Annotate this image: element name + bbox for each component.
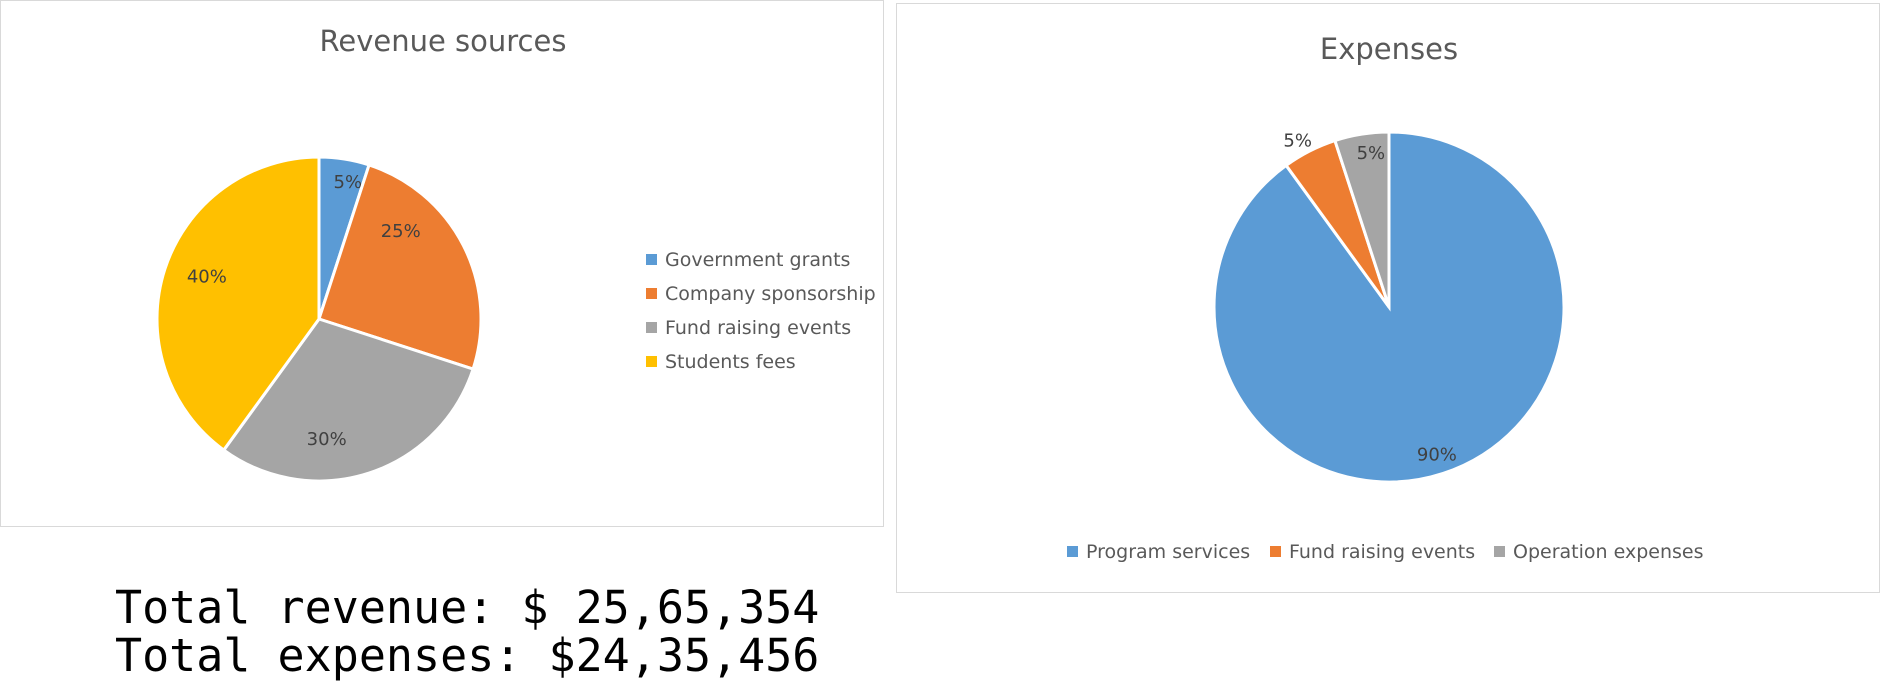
pie-slice-operation-expenses — [1333, 130, 1391, 308]
legend-swatch-students-fees — [646, 356, 657, 367]
data-label-fund-raising-events: 5% — [1283, 130, 1312, 151]
expenses-chart-panel: Expenses 90% 5% 5% Program services Fund rai… — [896, 3, 1880, 593]
data-label-fund-raising-events: 30% — [307, 429, 347, 450]
legend-label-fund-raising-events: Fund raising events — [1289, 541, 1475, 563]
data-label-students-fees: 40% — [187, 266, 227, 287]
legend-label-fund-raising-events: Fund raising events — [665, 317, 851, 339]
legend-swatch-fund-raising-events — [646, 322, 657, 333]
legend-swatch-fund-raising-events — [1270, 546, 1281, 557]
legend-label-government-grants: Government grants — [665, 249, 850, 271]
data-label-program-services: 90% — [1417, 444, 1457, 465]
expenses-chart-title: Expenses — [1320, 32, 1458, 66]
pie-slice-company-sponsorship — [317, 163, 483, 371]
pie-slice-fund-raising-events — [221, 317, 475, 483]
legend-label-company-sponsorship: Company sponsorship — [665, 283, 876, 305]
totals-block: Total revenue: $ 25,65,354 Total expense… — [115, 584, 819, 680]
legend-swatch-operation-expenses — [1494, 546, 1505, 557]
legend-label-students-fees: Students fees — [665, 351, 796, 373]
revenue-pie-chart: Revenue sources 5% 25% 30% 40% Government gr… — [155, 24, 876, 483]
expenses-pie-chart: Expenses 90% 5% 5% Program services Fund rai… — [1067, 32, 1703, 563]
revenue-chart-panel: Revenue sources 5% 25% 30% 40% Government gr… — [0, 0, 884, 527]
pie-slice-students-fees — [155, 155, 321, 453]
data-label-operation-expenses: 5% — [1357, 143, 1386, 164]
total-revenue: Total revenue: $ 25,65,354 — [115, 581, 820, 634]
revenue-chart-title: Revenue sources — [320, 24, 567, 58]
data-label-government-grants: 5% — [334, 172, 363, 193]
total-expenses: Total expenses: $24,35,456 — [115, 629, 820, 682]
legend-swatch-program-services — [1067, 546, 1078, 557]
data-label-company-sponsorship: 25% — [381, 221, 421, 242]
legend-label-program-services: Program services — [1086, 541, 1250, 563]
legend-label-operation-expenses: Operation expenses — [1513, 541, 1703, 563]
legend-swatch-government-grants — [646, 254, 657, 265]
legend-swatch-company-sponsorship — [646, 288, 657, 299]
